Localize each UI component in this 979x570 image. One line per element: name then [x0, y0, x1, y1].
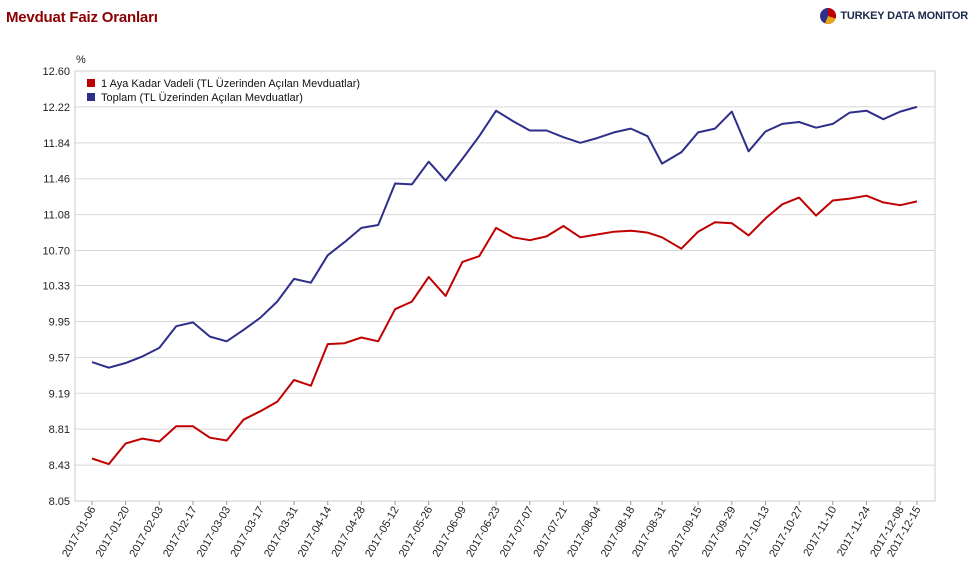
series-lines	[91, 105, 918, 466]
legend-label-2: Toplam (TL Üzerinden Açılan Mevduatlar)	[101, 92, 303, 104]
brand-name: TURKEY DATA MONITOR	[840, 10, 968, 22]
x-tick-label: 2017-07-07	[498, 505, 537, 560]
y-tick-label: 12.60	[42, 66, 70, 78]
x-tick-label: 2017-10-27	[767, 505, 806, 560]
series-line-2	[91, 105, 918, 369]
x-tick-label: 2017-05-26	[397, 505, 436, 560]
x-tick-label: 2017-03-03	[195, 505, 234, 560]
x-tick-label: 2017-06-23	[464, 505, 503, 560]
y-tick-label: 10.33	[42, 281, 70, 293]
x-tick-label: 2017-04-14	[296, 505, 335, 560]
x-tick-label: 2017-01-20	[94, 505, 133, 560]
gridlines	[75, 70, 935, 502]
y-tick-label: 8.05	[49, 496, 70, 508]
x-tick-label: 2017-02-03	[127, 505, 166, 560]
x-tick-label: 2017-04-28	[329, 505, 368, 560]
x-tick-label: 2017-09-15	[666, 505, 705, 560]
y-axis-ticks: 12.60 12.22 11.84 11.46 11.08 10.70 10.33 9.95 9…	[42, 66, 70, 508]
x-tick-label: 2017-02-17	[161, 505, 200, 560]
y-tick-label: 11.46	[43, 174, 70, 186]
pie-logo-icon	[820, 8, 837, 24]
legend-swatch-1	[87, 79, 95, 87]
x-tick-label: 2017-07-21	[531, 505, 570, 560]
legend: 1 Aya Kadar Vadeli (TL Üzerinden Açılan …	[87, 78, 360, 104]
chart-title: Mevduat Faiz Oranları	[6, 9, 158, 26]
x-tick-label: 2017-11-10	[801, 505, 839, 559]
x-tick-label: 2017-09-29	[700, 505, 739, 560]
x-tick-label: 2017-06-09	[430, 505, 469, 560]
brand-logo: TURKEY DATA MONITOR	[819, 7, 968, 25]
y-tick-label: 10.70	[42, 246, 70, 258]
y-axis-unit: %	[76, 54, 86, 66]
y-tick-label: 8.81	[49, 424, 70, 436]
legend-swatch-2	[87, 93, 95, 101]
x-tick-label: 2017-05-12	[363, 505, 402, 560]
legend-label-1: 1 Aya Kadar Vadeli (TL Üzerinden Açılan …	[101, 78, 360, 90]
y-tick-label: 8.43	[49, 460, 70, 472]
y-tick-label: 11.08	[43, 210, 70, 222]
x-tick-label: 2017-03-17	[228, 505, 267, 560]
x-tick-label: 2017-03-31	[262, 505, 301, 560]
y-tick-label: 12.22	[42, 102, 70, 114]
plot-frame	[74, 70, 936, 502]
series-line-1	[91, 194, 918, 466]
x-tick-label: 2017-08-04	[565, 505, 604, 560]
x-tick-label: 2017-11-24	[835, 505, 873, 559]
x-tick-label: 2017-10-13	[734, 505, 773, 560]
y-tick-label: 9.95	[49, 316, 70, 328]
x-tick-label: 2017-01-06	[60, 505, 99, 560]
y-tick-label: 9.19	[49, 388, 70, 400]
x-axis-ticks: 2017-01-062017-01-202017-02-032017-02-17…	[60, 501, 924, 559]
y-tick-label: 11.84	[43, 138, 70, 150]
y-tick-label: 9.57	[49, 352, 70, 364]
